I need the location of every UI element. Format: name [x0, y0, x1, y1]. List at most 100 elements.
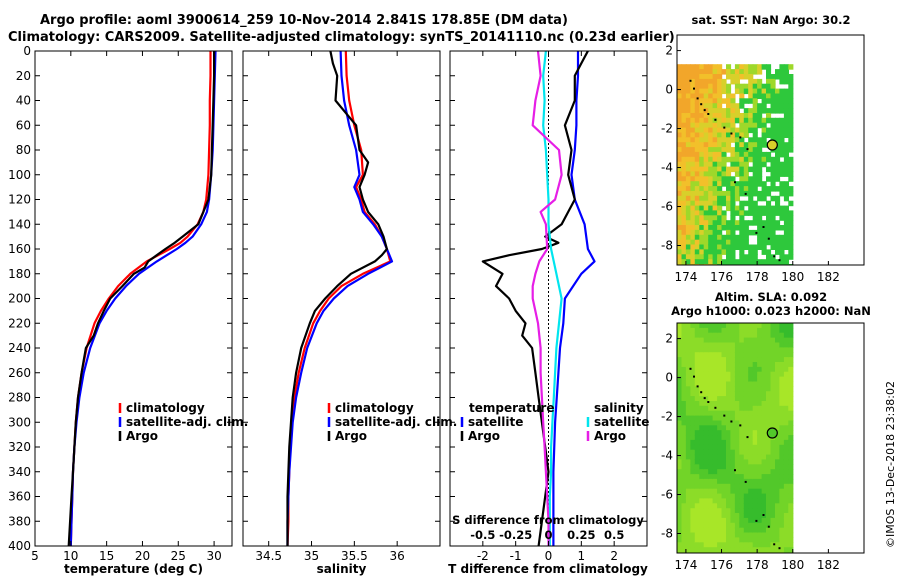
map-cell [694, 210, 700, 216]
map-cell [703, 444, 709, 451]
map-cell [775, 357, 781, 363]
map-cell [694, 488, 700, 495]
map-cell [694, 376, 700, 383]
map-cell [766, 166, 772, 173]
map-cell [699, 483, 705, 490]
map-cell [703, 254, 709, 260]
map-cell [766, 547, 772, 553]
map-cell [721, 108, 727, 114]
map-cell [783, 108, 789, 114]
map-cell [783, 254, 789, 260]
map-cell [752, 498, 758, 504]
map-cell [779, 478, 785, 485]
map-cell [734, 352, 740, 358]
map-cell [677, 376, 683, 383]
map-cell [703, 127, 709, 134]
map-cell [766, 98, 772, 104]
map-cell [748, 444, 754, 451]
map-cell [739, 93, 745, 99]
map-cell [748, 347, 754, 353]
map-cell [752, 425, 758, 431]
map-cell [770, 205, 776, 212]
map-cell [748, 362, 754, 368]
map-cell [739, 83, 745, 90]
map-cell [788, 415, 794, 422]
map-cell [779, 88, 785, 95]
map-cell [677, 386, 683, 392]
map-cell [694, 357, 700, 363]
map-cell [770, 83, 776, 90]
map-cell [730, 464, 736, 470]
map-cell [726, 444, 732, 451]
map-cell [743, 454, 749, 461]
map-cell [743, 371, 749, 378]
map-cell [788, 464, 794, 470]
map-cell [743, 151, 749, 158]
map-cell [775, 469, 781, 475]
map-cell [726, 483, 732, 490]
map-cell [699, 137, 705, 143]
map-cell [694, 542, 700, 548]
map-cell [788, 420, 794, 426]
map-cell [761, 435, 767, 441]
map-cell [721, 449, 727, 456]
map-cell [757, 332, 763, 339]
map-cell [681, 205, 687, 212]
map-lat-tick-label: -8 [661, 527, 673, 541]
map-cell [748, 327, 754, 334]
map-cell [685, 161, 691, 168]
map-cell [743, 410, 749, 417]
map-cell [757, 386, 763, 392]
map-cell [685, 229, 691, 236]
map-cell [699, 122, 705, 129]
map-cell [685, 439, 691, 446]
map-cell [685, 117, 691, 124]
map-cell [752, 532, 758, 538]
map-cell [694, 483, 700, 490]
map-cell [681, 83, 687, 90]
map-cell [726, 522, 732, 529]
map-cell [726, 493, 732, 500]
map-cell [752, 488, 758, 495]
map-cell [766, 205, 772, 212]
map-cell [712, 210, 718, 216]
map-cell [721, 508, 727, 514]
map-cell [708, 176, 714, 182]
map-cell [685, 542, 691, 548]
map-cell [766, 93, 772, 99]
map-lat-tick-label: -6 [661, 488, 673, 502]
map-cell [783, 366, 789, 373]
island-marker [693, 87, 695, 90]
map-cell [721, 474, 727, 480]
map-cell [699, 357, 705, 363]
map-cell [739, 439, 745, 446]
map-cell [708, 161, 714, 168]
map-cell [779, 323, 785, 329]
map-cell [730, 483, 736, 490]
map-cell [783, 210, 789, 216]
map-cell [712, 195, 718, 202]
map-cell [752, 396, 758, 402]
map-cell [757, 239, 763, 246]
map-cell [703, 430, 709, 436]
x-tick-label: -2 [477, 549, 489, 563]
map-cell [726, 464, 732, 470]
map-cell [739, 137, 745, 143]
map-cell [721, 151, 727, 158]
map-cell [770, 371, 776, 378]
map-cell [730, 323, 736, 329]
map-cell [730, 435, 736, 441]
map-cell [734, 415, 740, 422]
map-cell [694, 396, 700, 402]
map-cell [766, 517, 772, 524]
map-cell [712, 366, 718, 373]
map-cell [739, 454, 745, 461]
map-cell [717, 532, 723, 538]
island-marker [773, 255, 776, 258]
map-cell [717, 166, 723, 173]
map-cell [783, 381, 789, 387]
map-cell [734, 239, 740, 246]
legend-label: climatology [126, 401, 205, 415]
map-cell [690, 64, 696, 70]
map-cell [743, 83, 749, 90]
